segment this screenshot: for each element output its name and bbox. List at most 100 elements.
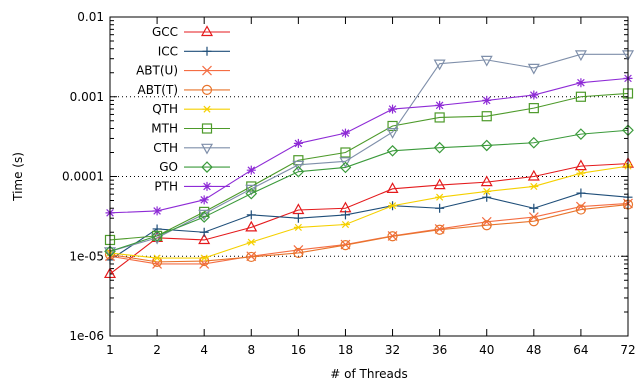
y-tick-label: 0.0001 [62, 170, 104, 184]
legend-label-mth: MTH [151, 122, 178, 136]
series-line-abt-u [109, 202, 629, 265]
data-point-cth [574, 50, 587, 62]
data-point-qth [576, 169, 586, 177]
data-point-pth [246, 165, 256, 175]
data-point-go [339, 161, 352, 174]
data-point-abt-t [528, 216, 539, 227]
y-tick-label: 1e-05 [69, 249, 104, 263]
legend-label-pth: PTH [154, 179, 178, 193]
data-point-pth [529, 90, 539, 100]
data-point-pth [199, 195, 209, 205]
data-point-abt-t [481, 220, 492, 231]
data-point-go [386, 144, 399, 157]
data-point-icc [529, 203, 539, 213]
series-cth [103, 50, 635, 259]
x-tick-label: 40 [479, 343, 494, 357]
data-point-qth [246, 238, 256, 246]
legend-marker-go [201, 161, 213, 173]
data-point-cth [339, 157, 352, 169]
data-point-pth [340, 128, 350, 138]
data-point-qth [435, 193, 445, 201]
data-point-gcc [386, 182, 399, 193]
data-point-icc [152, 224, 162, 234]
series-gcc [103, 156, 635, 279]
legend-label-qth: QTH [152, 102, 178, 116]
data-point-icc [576, 188, 586, 198]
data-point-abt-t [199, 255, 210, 267]
legend-marker-gcc [200, 25, 214, 37]
series-line-gcc [109, 163, 629, 275]
legend-label-go: GO [159, 160, 178, 174]
series-line-abt-t [109, 203, 629, 263]
x-tick-label: 36 [432, 343, 447, 357]
data-point-gcc [198, 233, 211, 245]
data-point-gcc [527, 169, 540, 181]
x-tick-label: 1 [106, 343, 114, 357]
data-point-gcc [480, 175, 493, 187]
legend-marker-qth [202, 105, 212, 113]
data-point-cth [386, 128, 399, 139]
legend-marker-icc [202, 46, 212, 56]
data-point-cth [480, 55, 493, 67]
series-line-pth [109, 77, 629, 214]
legend-label-abt-t: ABT(T) [138, 83, 178, 97]
data-point-go [480, 139, 493, 152]
data-point-gcc [574, 159, 587, 171]
data-point-go [151, 230, 163, 242]
data-point-gcc [292, 203, 305, 215]
data-point-abt-t [293, 247, 304, 259]
data-point-qth [152, 254, 162, 262]
data-point-pth [388, 104, 398, 114]
legend-label-cth: CTH [153, 141, 178, 155]
x-tick-label: 8 [247, 343, 255, 357]
data-point-cth [292, 160, 305, 172]
x-tick-label: 2 [153, 343, 161, 357]
series-qth [105, 162, 633, 262]
data-point-qth [293, 223, 303, 231]
data-point-mth [434, 112, 445, 123]
data-point-icc [293, 213, 303, 223]
series-line-mth [109, 92, 629, 241]
legend-label-abt-u: ABT(U) [136, 64, 178, 78]
data-point-pth [293, 138, 303, 148]
data-point-pth [435, 100, 445, 110]
data-point-mth [528, 103, 539, 114]
x-tick-label: 16 [291, 343, 306, 357]
data-point-cth [527, 63, 540, 75]
data-point-go [575, 128, 587, 140]
data-point-icc [199, 227, 209, 237]
series-group [103, 50, 635, 279]
data-point-pth [152, 206, 162, 216]
series-line-go [109, 129, 629, 252]
y-tick-label: 0.01 [77, 10, 104, 24]
series-pth [105, 73, 633, 218]
legend: GCC ICC ABT(U) ABT(T) QTH MTH CTH GO PTH [136, 25, 230, 193]
data-point-icc [246, 210, 256, 220]
data-point-pth [576, 78, 586, 88]
data-point-qth [482, 187, 492, 195]
legend-marker-abt-t [201, 84, 213, 96]
x-tick-label: 32 [385, 343, 400, 357]
data-point-go [527, 136, 540, 149]
x-tick-label: 4 [200, 343, 208, 357]
data-point-qth [388, 202, 398, 210]
x-axis-title: # of Threads [330, 367, 407, 381]
data-point-icc [435, 203, 445, 213]
y-tick-label: 1e-06 [69, 329, 104, 343]
data-point-abt-t [387, 231, 398, 242]
y-axis-title: Time (s) [11, 152, 25, 202]
data-point-mth [481, 111, 492, 122]
series-icc [105, 188, 633, 265]
series-line-cth [109, 53, 628, 252]
legend-marker-mth [201, 123, 213, 134]
plot-frame [109, 16, 629, 337]
legend-label-icc: ICC [158, 44, 178, 58]
x-tick-label: 64 [573, 343, 588, 357]
data-point-pth [482, 95, 492, 105]
y-tick-label: 0.001 [70, 90, 104, 104]
data-point-gcc [433, 178, 446, 190]
data-point-qth [340, 220, 350, 229]
data-point-abt-t [246, 251, 257, 263]
